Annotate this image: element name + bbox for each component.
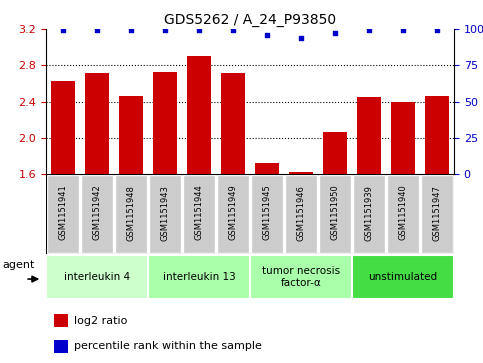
- Bar: [323, 132, 347, 174]
- Bar: [187, 56, 211, 174]
- Text: tumor necrosis
factor-α: tumor necrosis factor-α: [262, 266, 340, 287]
- Text: agent: agent: [2, 260, 35, 270]
- Text: GSM1151947: GSM1151947: [432, 185, 441, 241]
- FancyBboxPatch shape: [81, 175, 113, 253]
- Text: GSM1151944: GSM1151944: [195, 185, 203, 240]
- Point: [331, 30, 339, 36]
- FancyBboxPatch shape: [352, 255, 454, 298]
- Point: [161, 28, 169, 33]
- Text: GSM1151950: GSM1151950: [330, 185, 340, 240]
- Text: log2 ratio: log2 ratio: [74, 315, 128, 326]
- FancyBboxPatch shape: [353, 175, 385, 253]
- Text: GSM1151939: GSM1151939: [365, 185, 373, 241]
- Bar: [51, 81, 75, 174]
- FancyBboxPatch shape: [148, 255, 250, 298]
- Point: [229, 28, 237, 33]
- Bar: [289, 172, 313, 174]
- Point: [433, 28, 441, 33]
- Text: GSM1151942: GSM1151942: [92, 185, 101, 240]
- Text: GSM1151948: GSM1151948: [127, 185, 135, 241]
- Bar: [54, 340, 68, 352]
- FancyBboxPatch shape: [284, 175, 317, 253]
- Title: GDS5262 / A_24_P93850: GDS5262 / A_24_P93850: [164, 13, 336, 26]
- Bar: [357, 97, 381, 174]
- Point: [59, 28, 67, 33]
- Bar: [54, 314, 68, 327]
- Bar: [391, 102, 415, 174]
- FancyBboxPatch shape: [46, 255, 148, 298]
- FancyBboxPatch shape: [250, 255, 352, 298]
- Text: GSM1151945: GSM1151945: [262, 185, 271, 240]
- FancyBboxPatch shape: [46, 175, 79, 253]
- Bar: [119, 96, 143, 174]
- Point: [127, 28, 135, 33]
- FancyBboxPatch shape: [149, 175, 181, 253]
- FancyBboxPatch shape: [183, 175, 215, 253]
- Text: interleukin 4: interleukin 4: [64, 272, 130, 282]
- FancyBboxPatch shape: [421, 175, 454, 253]
- Point: [365, 28, 373, 33]
- FancyBboxPatch shape: [387, 175, 419, 253]
- FancyBboxPatch shape: [216, 175, 249, 253]
- Bar: [221, 73, 245, 174]
- FancyBboxPatch shape: [319, 175, 351, 253]
- Text: GSM1151940: GSM1151940: [398, 185, 408, 240]
- Bar: [425, 96, 449, 174]
- Text: GSM1151949: GSM1151949: [228, 185, 238, 240]
- Bar: [85, 73, 109, 174]
- Point: [263, 32, 271, 38]
- Point: [93, 28, 101, 33]
- Text: GSM1151941: GSM1151941: [58, 185, 68, 240]
- Point: [195, 28, 203, 33]
- FancyBboxPatch shape: [114, 175, 147, 253]
- Bar: [255, 163, 279, 174]
- Text: unstimulated: unstimulated: [369, 272, 438, 282]
- Text: GSM1151943: GSM1151943: [160, 185, 170, 241]
- Bar: [153, 72, 177, 174]
- Text: GSM1151946: GSM1151946: [297, 185, 305, 241]
- Text: interleukin 13: interleukin 13: [163, 272, 235, 282]
- Text: percentile rank within the sample: percentile rank within the sample: [74, 341, 262, 351]
- FancyBboxPatch shape: [251, 175, 284, 253]
- Point: [297, 35, 305, 41]
- Point: [399, 28, 407, 33]
